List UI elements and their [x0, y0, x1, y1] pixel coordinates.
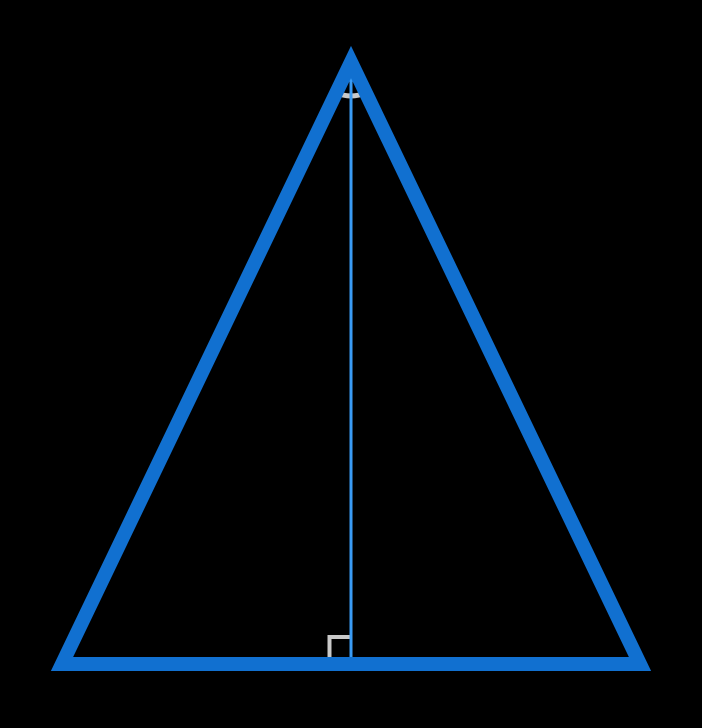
geometry-diagram	[0, 0, 702, 728]
